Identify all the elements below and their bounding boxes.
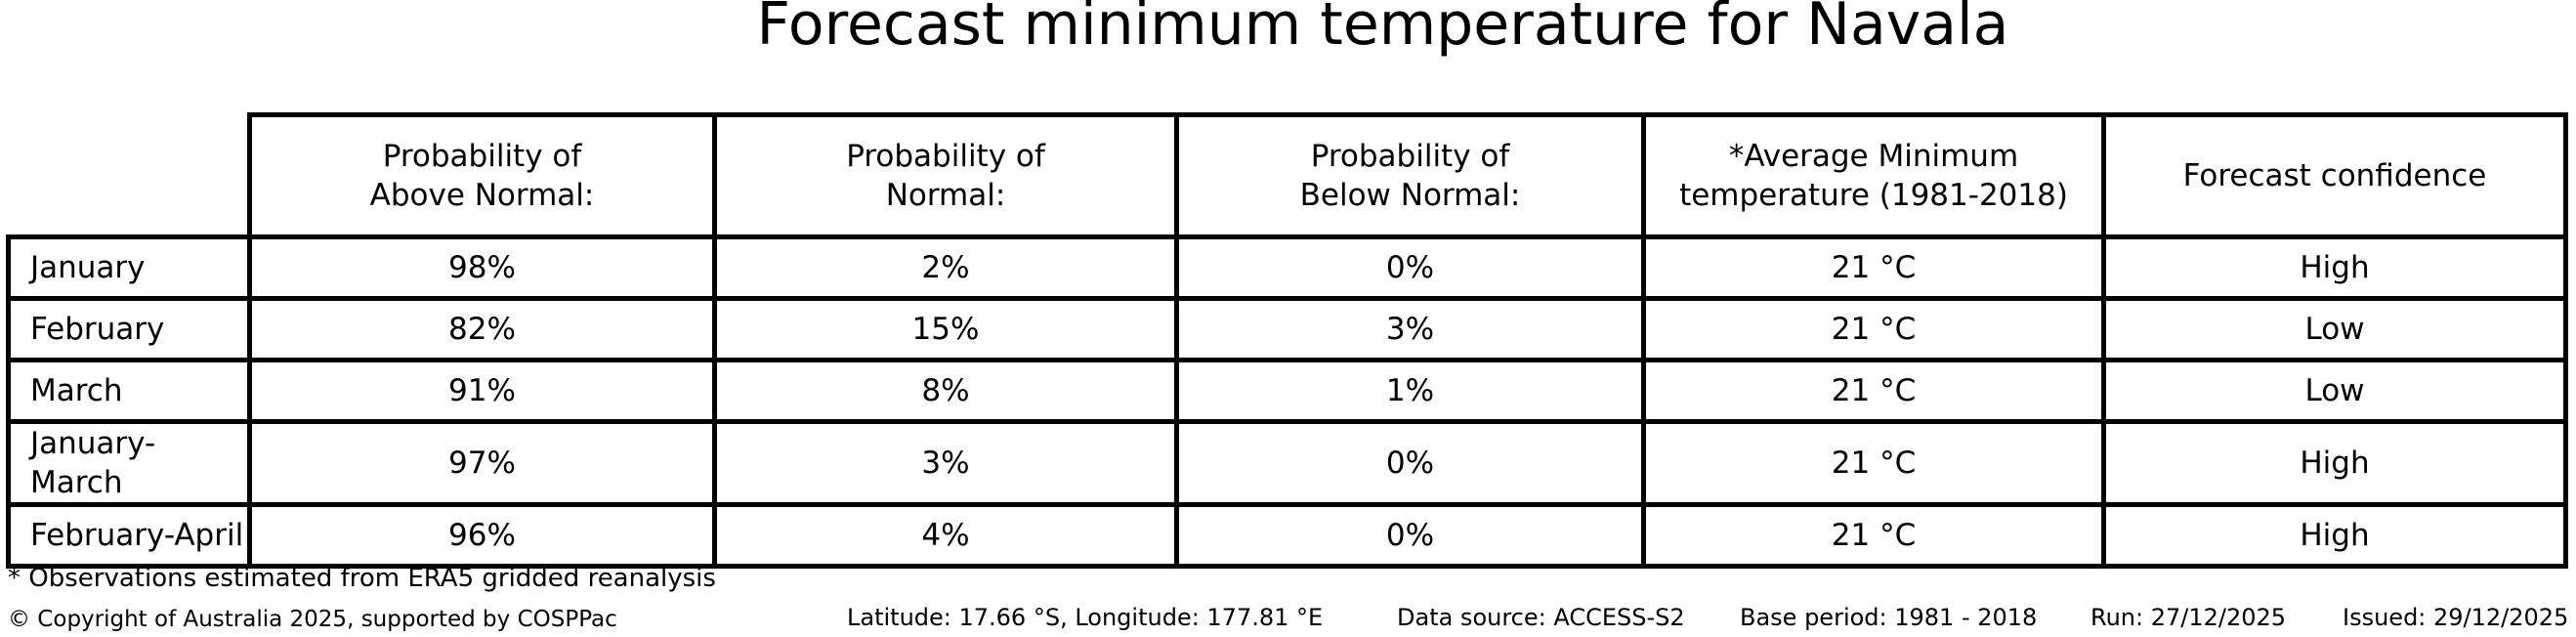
column-header-normal: Probability of Normal:: [712, 112, 1179, 239]
run-date-text: Run: 27/12/2025: [2090, 604, 2287, 631]
cell-normal: 2%: [712, 234, 1179, 301]
row-label: January-March: [6, 419, 252, 507]
table-row-february: February 82% 15% 3% 21 °C Low: [6, 296, 2568, 362]
column-header-below-normal: Probability of Below Normal:: [1174, 112, 1646, 239]
data-source-text: Data source: ACCESS-S2: [1397, 604, 1685, 631]
row-label: March: [6, 358, 252, 424]
cell-confidence: High: [2101, 419, 2568, 507]
cell-confidence: Low: [2101, 358, 2568, 424]
row-label: January: [6, 234, 252, 301]
cell-above-normal: 91%: [247, 358, 717, 424]
cell-average-minimum: 21 °C: [1641, 234, 2106, 301]
table-row-january: January 98% 2% 0% 21 °C High: [6, 234, 2568, 301]
cell-average-minimum: 21 °C: [1641, 358, 2106, 424]
header-line: Forecast confidence: [2182, 158, 2487, 193]
header-line: Probability of: [1310, 139, 1510, 174]
header-line: Above Normal:: [369, 178, 595, 213]
issued-date-text: Issued: 29/12/2025: [2343, 604, 2569, 631]
cell-confidence: High: [2101, 234, 2568, 301]
cell-average-minimum: 21 °C: [1641, 296, 2106, 362]
cell-above-normal: 97%: [247, 419, 717, 507]
cell-above-normal: 96%: [247, 502, 717, 569]
column-header-average-minimum: *Average Minimum temperature (1981-2018): [1641, 112, 2106, 239]
table-header-row: Probability of Above Normal: Probability…: [9, 112, 2568, 239]
header-line: temperature (1981-2018): [1679, 178, 2068, 213]
row-label: February-April: [6, 502, 252, 569]
header-line: *Average Minimum: [1728, 139, 2019, 174]
copyright-text: © Copyright of Australia 2025, supported…: [8, 607, 617, 632]
cell-normal: 15%: [712, 296, 1179, 362]
column-header-forecast-confidence: Forecast confidence: [2101, 112, 2568, 239]
header-line: Probability of: [846, 139, 1045, 174]
observations-footnote: * Observations estimated from ERA5 gridd…: [8, 564, 716, 593]
cell-above-normal: 98%: [247, 234, 717, 301]
cell-below-normal: 0%: [1174, 502, 1646, 569]
cell-below-normal: 0%: [1174, 234, 1646, 301]
cell-below-normal: 1%: [1174, 358, 1646, 424]
page-title: Forecast minimum temperature for Navala: [756, 0, 2009, 59]
forecast-table: Probability of Above Normal: Probability…: [6, 112, 2568, 569]
cell-above-normal: 82%: [247, 296, 717, 362]
cell-normal: 3%: [712, 419, 1179, 507]
header-line: Below Normal:: [1299, 178, 1521, 213]
corner-blank-cell: [9, 115, 250, 237]
cell-below-normal: 3%: [1174, 296, 1646, 362]
location-text: Latitude: 17.66 °S, Longitude: 177.81 °E: [847, 604, 1324, 631]
cell-normal: 4%: [712, 502, 1179, 569]
cell-confidence: Low: [2101, 296, 2568, 362]
table-row-march: March 91% 8% 1% 21 °C Low: [6, 358, 2568, 424]
base-period-text: Base period: 1981 - 2018: [1740, 604, 2038, 631]
cell-average-minimum: 21 °C: [1641, 419, 2106, 507]
cell-below-normal: 0%: [1174, 419, 1646, 507]
cell-average-minimum: 21 °C: [1641, 502, 2106, 569]
column-header-above-normal: Probability of Above Normal:: [247, 112, 717, 239]
cell-normal: 8%: [712, 358, 1179, 424]
table-row-february-april: February-April 96% 4% 0% 21 °C High: [6, 502, 2568, 569]
header-line: Normal:: [885, 178, 1006, 213]
cell-confidence: High: [2101, 502, 2568, 569]
header-line: Probability of: [382, 139, 582, 174]
table-row-january-march: January-March 97% 3% 0% 21 °C High: [6, 419, 2568, 507]
row-label: February: [6, 296, 252, 362]
